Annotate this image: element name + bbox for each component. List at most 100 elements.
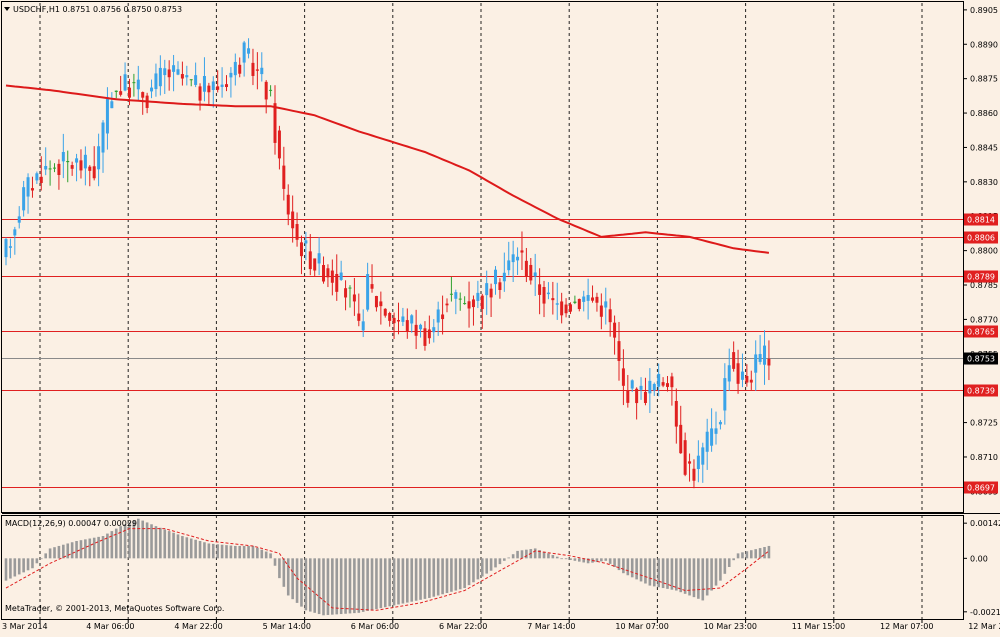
macd-bar: [238, 546, 241, 558]
candle-body: [679, 425, 682, 453]
candle-body: [97, 146, 100, 169]
candle-body: [141, 92, 144, 98]
candle-body: [670, 376, 673, 387]
macd-bar: [335, 558, 338, 614]
candle-body: [322, 265, 325, 281]
candle-body: [27, 177, 30, 196]
macd-bar: [631, 558, 634, 577]
macd-bar: [507, 558, 510, 559]
macd-bar: [657, 558, 660, 587]
candle-body: [274, 103, 277, 143]
candle-body: [212, 81, 215, 90]
candle-body: [62, 152, 65, 161]
macd-bar: [40, 558, 43, 559]
current-price-label: 0.8753: [967, 355, 995, 364]
candle-body: [84, 155, 87, 169]
macd-bar: [278, 558, 281, 578]
macd-bar: [340, 558, 343, 614]
macd-bar: [190, 539, 193, 559]
candle-body: [278, 131, 281, 159]
candle-body: [498, 282, 501, 290]
candle-body: [35, 173, 38, 180]
macd-bar: [225, 545, 228, 558]
macd-bar: [71, 542, 74, 558]
macd-bar: [177, 534, 180, 558]
price-tick-label: 0.8875: [970, 75, 998, 84]
level-label: 0.8739: [967, 387, 995, 396]
macd-bar: [36, 558, 39, 563]
macd-bar: [309, 558, 312, 611]
macd-bar: [706, 558, 709, 595]
candle-body: [269, 90, 272, 91]
macd-bar: [318, 558, 321, 614]
level-label: 0.8765: [967, 328, 995, 337]
candle-body: [66, 161, 69, 162]
candle-body: [225, 84, 228, 87]
macd-bar: [247, 546, 250, 558]
candle-body: [357, 314, 360, 321]
time-tick-label: 7 Mar 14:00: [527, 622, 575, 631]
candle-body: [591, 297, 594, 300]
macd-bar: [186, 537, 189, 558]
macd-bar: [574, 558, 577, 560]
macd-bar: [243, 546, 246, 558]
macd-bar: [547, 553, 550, 558]
price-tick-label: 0.8860: [970, 109, 998, 118]
price-tick-label: 0.8845: [970, 143, 998, 152]
price-tick-label: 0.8830: [970, 178, 998, 187]
candle-body: [494, 270, 497, 284]
macd-bar: [221, 545, 224, 559]
macd-bar: [693, 558, 696, 597]
candle-body: [287, 195, 290, 215]
candle-body: [710, 428, 713, 445]
macd-bar: [450, 558, 453, 591]
candle-body: [507, 260, 510, 270]
macd-bar: [587, 558, 590, 563]
candle-body: [481, 296, 484, 309]
macd-bar: [697, 558, 700, 598]
price-tick-label: 0.8890: [970, 40, 998, 49]
macd-bar: [732, 558, 735, 560]
macd-bar: [556, 557, 559, 559]
level-label: 0.8697: [967, 484, 995, 493]
candle-body: [79, 160, 82, 170]
candle-body: [18, 216, 21, 222]
macd-bar: [66, 543, 69, 558]
time-tick-label: 4 Mar 06:00: [86, 622, 134, 631]
candle-body: [613, 323, 616, 338]
macd-bar: [31, 558, 34, 568]
macd-bar: [344, 558, 347, 613]
macd-bar: [728, 558, 731, 567]
candle-body: [763, 346, 766, 365]
candle-body: [282, 166, 285, 189]
macd-bar: [441, 558, 444, 594]
candle-body: [428, 329, 431, 338]
candle-body: [450, 294, 453, 295]
candle-body: [304, 240, 307, 243]
candle-body: [723, 378, 726, 410]
copyright-text: MetaTrader, © 2001-2013, MetaQuotes Soft…: [5, 604, 224, 613]
candle-body: [110, 101, 113, 108]
macd-bar: [503, 558, 506, 560]
macd-bar: [75, 541, 78, 558]
candle-body: [300, 242, 303, 256]
macd-bar: [406, 558, 409, 602]
candle-body: [640, 386, 643, 390]
candle-body: [759, 354, 762, 362]
macd-bar: [516, 551, 519, 558]
macd-tick-label: 0.00142: [970, 519, 1000, 528]
candle-body: [229, 73, 232, 78]
candle-body: [463, 303, 466, 304]
macd-bar: [565, 558, 568, 559]
macd-bar: [375, 558, 378, 609]
candle-body: [432, 327, 435, 332]
candle-body: [207, 86, 210, 93]
candle-body: [247, 48, 250, 53]
macd-bar: [353, 558, 356, 613]
macd-bar: [459, 558, 462, 589]
candle-body: [512, 254, 515, 262]
candle-body: [622, 368, 625, 385]
candle-body: [115, 91, 118, 92]
